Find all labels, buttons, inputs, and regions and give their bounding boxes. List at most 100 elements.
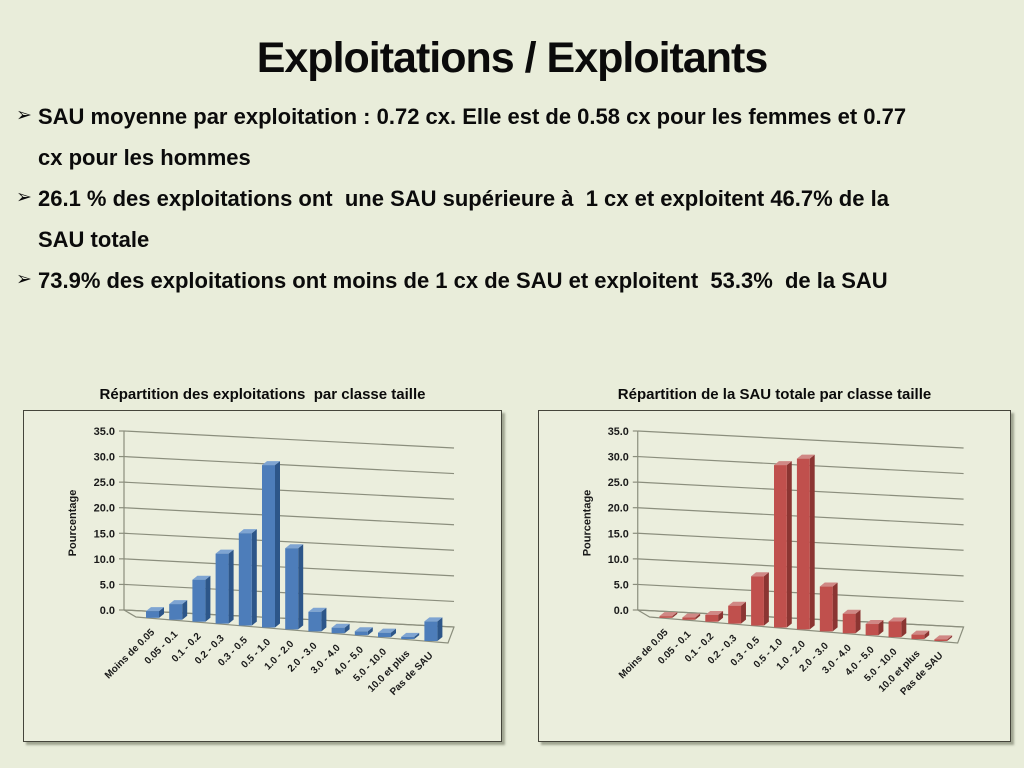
bar-top-face	[378, 628, 396, 633]
bar	[424, 621, 438, 642]
bar	[796, 458, 810, 630]
bar-side-face	[695, 613, 701, 620]
bullet-text: 26.1 % des exploitations ont une SAU sup…	[38, 185, 889, 252]
bar-top-face	[238, 529, 257, 534]
y-tick-label: 5.0	[100, 579, 115, 591]
y-tick-label: 35.0	[608, 426, 629, 438]
bar-top-face	[911, 630, 930, 635]
chart-title: Répartition des exploitations par classe…	[99, 386, 426, 403]
bar	[169, 604, 183, 620]
bar	[911, 634, 925, 640]
y-tick-label: 35.0	[94, 426, 115, 438]
bar	[728, 605, 742, 624]
bar-top-face	[934, 635, 953, 640]
bar-side-face	[251, 529, 257, 626]
bar	[401, 636, 415, 640]
chart-card-exploitations: Répartition des exploitations par classe…	[23, 386, 502, 742]
y-tick-label: 30.0	[94, 452, 115, 464]
bar	[659, 616, 673, 618]
arrow-bullet-icon: ➢	[16, 186, 32, 208]
bar-side-face	[391, 628, 396, 638]
bar-top-face	[682, 613, 701, 618]
bar	[285, 548, 299, 630]
chart-panel: 0.0 5.0 10.0 15.0 20.0 25.0 30.0 35.0 Moins de 0…	[538, 410, 1011, 742]
bar	[308, 611, 322, 632]
bar	[378, 632, 391, 638]
bar-side-face	[414, 632, 420, 640]
gridline	[123, 532, 455, 551]
bar-top-face	[842, 609, 861, 614]
bar	[262, 465, 275, 628]
chart-title: Répartition de la SAU totale par classe …	[617, 386, 932, 403]
y-tick-label: 0.0	[614, 605, 629, 617]
bar-side-face	[321, 607, 327, 632]
y-axis-title: Pourcentage	[67, 490, 79, 557]
chart-card-sau-totale: Répartition de la SAU totale par classe …	[538, 386, 1011, 742]
bar-top-face	[424, 617, 443, 622]
bar-top-face	[146, 607, 164, 612]
bar-side-face	[741, 601, 746, 624]
bar-top-face	[819, 582, 838, 587]
gridline	[637, 430, 964, 449]
bar-top-face	[308, 607, 327, 612]
gridline	[123, 430, 455, 449]
bar-top-face	[659, 612, 678, 617]
chart-panel: 0.0 5.0 10.0 15.0 20.0 25.0 30.0 35.0 Moins de 0…	[23, 410, 502, 742]
bar	[705, 614, 719, 622]
bar-top-face	[354, 627, 373, 632]
bar-side-face	[344, 623, 350, 634]
y-tick-label: 15.0	[608, 528, 629, 540]
bar-side-face	[298, 544, 304, 630]
arrow-bullet-icon: ➢	[16, 268, 32, 290]
bar-side-face	[878, 620, 884, 636]
bar-side-face	[437, 617, 443, 642]
gridline	[123, 481, 455, 500]
gridline	[123, 507, 455, 526]
bullet-item: ➢ 26.1 % des exploitations ont une SAU s…	[16, 179, 1012, 261]
bar-top-face	[888, 617, 907, 622]
bar	[192, 579, 206, 622]
bar	[774, 465, 787, 628]
bar-side-face	[947, 635, 953, 642]
bar-side-face	[786, 461, 792, 628]
bar	[146, 611, 159, 618]
bar-side-face	[855, 609, 861, 634]
bar-side-face	[228, 549, 234, 624]
y-tick-label: 30.0	[608, 452, 629, 464]
bar-top-face	[215, 549, 234, 554]
y-tick-label: 25.0	[608, 477, 629, 489]
bar-side-face	[924, 630, 930, 640]
y-tick-label: 5.0	[614, 579, 629, 591]
bullet-item: ➢ SAU moyenne par exploitation : 0.72 cx…	[16, 97, 1012, 179]
bar	[819, 586, 833, 632]
y-tick-label: 10.0	[608, 554, 629, 566]
y-tick-label: 20.0	[94, 503, 115, 515]
gridline	[123, 455, 455, 475]
bar-side-face	[672, 612, 678, 618]
chart-floor	[123, 609, 455, 644]
bar	[751, 576, 764, 626]
bar-side-face	[901, 617, 907, 638]
bar	[934, 639, 948, 642]
bar-side-face	[182, 600, 188, 620]
bar	[354, 631, 368, 636]
bar	[842, 613, 856, 634]
bar	[682, 617, 696, 620]
bar-top-face	[774, 461, 792, 466]
bar-side-face	[367, 627, 373, 636]
bar-side-face	[159, 607, 164, 618]
y-tick-label: 25.0	[94, 477, 115, 489]
bar-side-face	[832, 582, 838, 632]
y-axis-title: Pourcentage	[581, 490, 593, 557]
bullet-text: SAU moyenne par exploitation : 0.72 cx. …	[38, 104, 907, 170]
bullet-text: 73.9% des exploitations ont moins de 1 c…	[38, 267, 888, 293]
bar-top-face	[169, 600, 188, 605]
bar	[888, 621, 902, 638]
bar-side-face	[275, 461, 280, 628]
arrow-bullet-icon: ➢	[16, 105, 32, 126]
bar-top-face	[728, 601, 746, 606]
bar-top-face	[262, 461, 280, 466]
